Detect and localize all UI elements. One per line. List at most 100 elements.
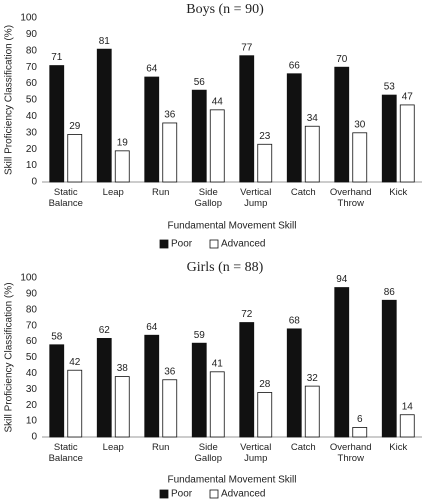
x-tick-label: Static Balance bbox=[48, 187, 83, 209]
y-tick-label: 40 bbox=[26, 368, 38, 379]
value-label: 19 bbox=[117, 137, 129, 148]
value-label: 56 bbox=[194, 77, 206, 88]
value-label: 44 bbox=[212, 96, 224, 107]
value-label: 29 bbox=[69, 121, 81, 132]
value-label: 72 bbox=[241, 309, 253, 320]
bar bbox=[144, 76, 160, 183]
bar bbox=[286, 328, 302, 438]
bar bbox=[162, 379, 178, 438]
bar bbox=[352, 132, 368, 183]
bar bbox=[96, 48, 112, 183]
x-tick-label: Vertical Jump bbox=[240, 442, 272, 464]
y-tick-label: 90 bbox=[26, 29, 38, 40]
x-tick-label: Run bbox=[152, 442, 170, 453]
y-axis-label: Skill Proficiency Classification (%) bbox=[4, 282, 15, 432]
value-label: 71 bbox=[51, 52, 63, 63]
bar bbox=[162, 122, 178, 183]
x-tick-label: Catch bbox=[290, 442, 316, 453]
value-label: 64 bbox=[146, 64, 158, 75]
value-label: 68 bbox=[289, 316, 301, 327]
bar bbox=[352, 427, 368, 438]
y-tick-label: 60 bbox=[26, 78, 38, 89]
value-label: 94 bbox=[336, 274, 348, 285]
legend-swatch bbox=[209, 489, 219, 499]
value-label: 42 bbox=[69, 357, 81, 368]
value-label: 59 bbox=[194, 330, 206, 341]
bar bbox=[334, 287, 350, 438]
value-label: 64 bbox=[146, 322, 158, 333]
bar bbox=[49, 65, 65, 183]
value-label: 38 bbox=[117, 363, 129, 374]
bar bbox=[209, 371, 225, 438]
bar bbox=[257, 143, 273, 183]
legend-swatch bbox=[209, 239, 219, 249]
x-tick-label: Leap bbox=[102, 442, 124, 453]
x-tick-label: Vertical Jump bbox=[240, 187, 272, 209]
x-tick-label: Run bbox=[152, 187, 170, 198]
y-tick-label: 80 bbox=[26, 45, 38, 56]
x-tick-label: Overhand Throw bbox=[329, 187, 372, 209]
value-label: 41 bbox=[212, 358, 224, 369]
bar bbox=[399, 104, 415, 183]
y-tick-label: 20 bbox=[26, 400, 38, 411]
value-label: 70 bbox=[336, 54, 348, 65]
value-label: 32 bbox=[307, 373, 319, 384]
value-label: 81 bbox=[99, 36, 111, 47]
y-tick-label: 30 bbox=[26, 384, 38, 395]
chart-title: Girls (n = 88) bbox=[187, 260, 264, 275]
value-label: 58 bbox=[51, 331, 63, 342]
x-tick-label: Leap bbox=[102, 187, 124, 198]
value-label: 23 bbox=[259, 131, 271, 142]
legend-label: Poor bbox=[171, 239, 193, 250]
y-tick-label: 40 bbox=[26, 111, 38, 122]
x-tick-label: Catch bbox=[290, 187, 316, 198]
value-label: 6 bbox=[357, 414, 363, 425]
bar bbox=[399, 414, 415, 438]
value-label: 53 bbox=[384, 82, 396, 93]
bar bbox=[114, 376, 130, 438]
value-label: 34 bbox=[307, 113, 319, 124]
legend-swatch bbox=[159, 239, 169, 249]
legend-label: Advanced bbox=[221, 239, 265, 250]
bar bbox=[381, 94, 397, 183]
y-tick-label: 0 bbox=[31, 177, 37, 188]
y-tick-label: 10 bbox=[26, 160, 38, 171]
bar bbox=[334, 66, 350, 183]
value-label: 77 bbox=[241, 42, 253, 53]
bar bbox=[67, 134, 83, 183]
y-tick-label: 60 bbox=[26, 336, 38, 347]
x-tick-label: Static Balance bbox=[48, 442, 83, 464]
value-label: 36 bbox=[164, 366, 176, 377]
x-tick-label: Overhand Throw bbox=[329, 442, 372, 464]
y-tick-label: 50 bbox=[26, 95, 38, 106]
value-label: 86 bbox=[384, 287, 396, 298]
y-axis-label: Skill Proficiency Classification (%) bbox=[4, 25, 15, 175]
value-label: 62 bbox=[99, 325, 111, 336]
chart-title: Boys (n = 90) bbox=[186, 2, 264, 17]
bar bbox=[239, 322, 255, 438]
value-label: 28 bbox=[259, 379, 271, 390]
y-tick-label: 10 bbox=[26, 416, 38, 427]
bar bbox=[257, 392, 273, 438]
x-tick-label: Side Gallop bbox=[194, 442, 222, 464]
y-tick-label: 30 bbox=[26, 127, 38, 138]
value-label: 14 bbox=[402, 401, 414, 412]
legend-swatch bbox=[159, 489, 169, 499]
bar bbox=[114, 150, 130, 183]
value-label: 66 bbox=[289, 60, 301, 71]
x-tick-label: Side Gallop bbox=[194, 187, 222, 209]
bar bbox=[96, 338, 112, 438]
value-label: 47 bbox=[402, 92, 414, 103]
value-label: 30 bbox=[354, 119, 366, 130]
y-tick-label: 50 bbox=[26, 352, 38, 363]
legend-label: Poor bbox=[171, 489, 193, 500]
bar bbox=[67, 369, 83, 438]
bar bbox=[381, 299, 397, 438]
x-axis-label: Fundamental Movement Skill bbox=[168, 221, 297, 232]
value-label: 36 bbox=[164, 110, 176, 121]
bar bbox=[304, 125, 320, 183]
bar bbox=[286, 73, 302, 183]
y-tick-label: 70 bbox=[26, 320, 38, 331]
